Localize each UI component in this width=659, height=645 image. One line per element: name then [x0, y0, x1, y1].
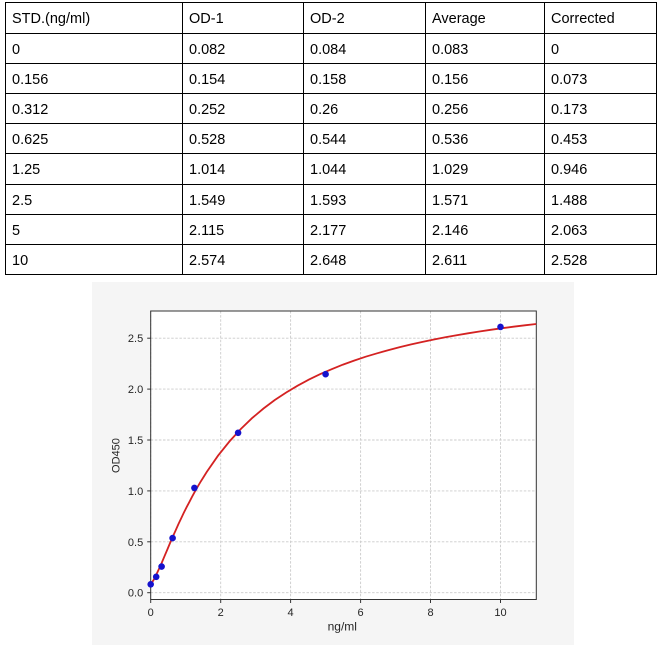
svg-text:10: 10 [494, 607, 506, 619]
svg-text:2.0: 2.0 [128, 384, 143, 396]
svg-text:1.5: 1.5 [128, 435, 143, 447]
svg-text:8: 8 [427, 607, 433, 619]
svg-text:0.0: 0.0 [128, 588, 143, 600]
svg-text:OD450: OD450 [111, 438, 123, 473]
svg-text:0.5: 0.5 [128, 537, 143, 549]
svg-text:ng/ml: ng/ml [328, 620, 357, 634]
svg-text:2.5: 2.5 [128, 333, 143, 345]
svg-text:6: 6 [358, 607, 364, 619]
svg-text:0: 0 [148, 607, 154, 619]
svg-text:4: 4 [288, 607, 294, 619]
svg-text:1.0: 1.0 [128, 486, 143, 498]
svg-text:2: 2 [218, 607, 224, 619]
